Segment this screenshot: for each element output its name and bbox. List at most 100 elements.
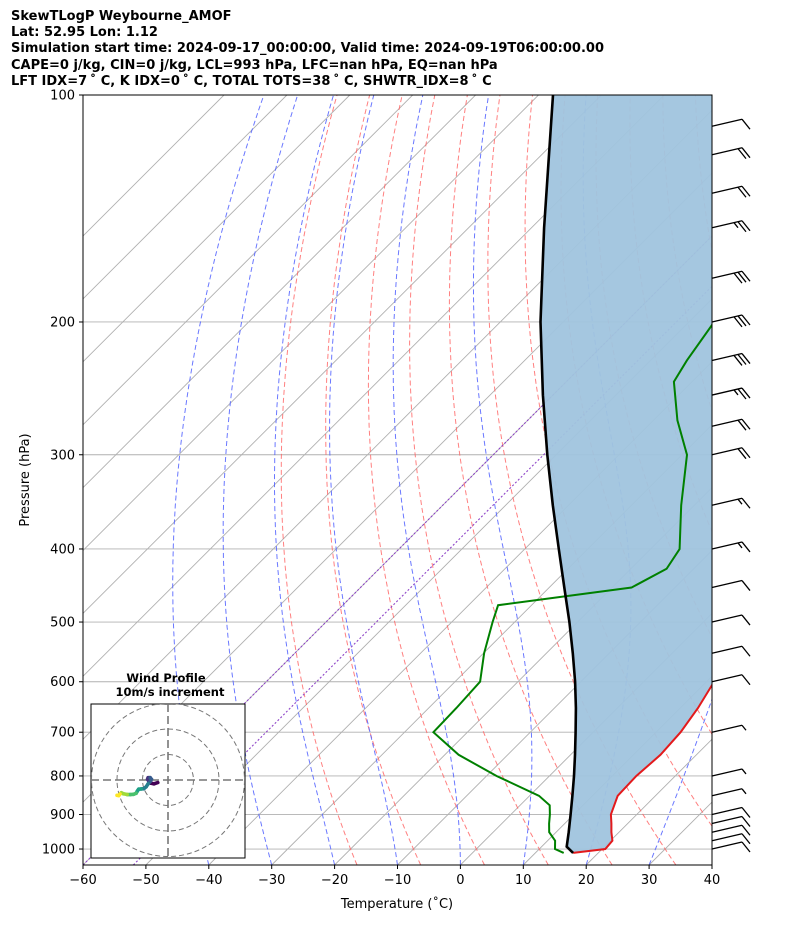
isotherm-line [334,486,712,865]
wind-barb-flag [737,448,747,460]
temperature-line [572,683,712,854]
x-tick-label: 40 [704,873,721,888]
wind-barb-flag [741,788,747,795]
cape-line: CAPE=0 j/kg, CIN=0 j/kg, LCL=993 hPa, LF… [11,57,498,73]
wind-barb-shaft [711,841,743,850]
wind-barb-flag [741,614,751,626]
x-tick-label: −20 [321,873,348,888]
wind-barb-shaft [711,220,743,229]
chart-header: SkewTLogP Weybourne_AMOF Lat: 52.95 Lon:… [11,9,604,90]
wind-barb-flag [741,497,751,509]
wind-barb-flag [741,147,751,159]
wind-barb-flag [733,272,743,284]
wind-barb-shaft [711,541,743,550]
wind-barb-flag [741,841,751,853]
isotherm-line [83,95,351,363]
dry-adiabat-line [727,78,794,865]
wind-barb-flag [733,316,743,328]
isotherm-line [83,95,602,615]
isotherm-line [83,95,539,552]
cape-shade [540,95,712,853]
wind-barb-flag [733,355,743,366]
wind-barb-flag [741,220,751,232]
wind-barb-shaft [711,788,743,797]
y-tick-label: 100 [50,89,75,104]
hodograph-content [91,704,245,858]
wind-barb-flag [741,541,751,553]
wind-barb-shaft [711,614,743,623]
isotherm-line [83,95,288,300]
y-tick-label: 1000 [42,843,75,858]
x-tick-label: 30 [641,873,658,888]
wind-barb-shaft [711,815,743,825]
wind-barbs [711,118,751,853]
mixing-ratio-line [132,285,712,865]
x-tick-label: −10 [384,873,411,888]
wind-barb-flag [737,542,743,549]
time-line: Simulation start time: 2024-09-17_00:00:… [11,41,604,57]
wind-barb-shaft [711,418,743,427]
wind-barb-flag [737,354,747,365]
wind-barb-flag [741,314,751,326]
wind-barb-flag [737,498,743,505]
wind-barb-flag [741,816,751,827]
isotherm-line [83,95,225,237]
moist-adiabat-line [472,95,533,865]
y-tick-label: 500 [50,616,75,631]
moist-adiabat-line [392,95,461,865]
moist-adiabat-line [222,95,299,865]
wind-barb-flag [737,315,747,327]
isotherm-line [145,298,712,865]
wind-barb-shaft [711,118,743,127]
wind-barb-shaft [711,724,743,733]
isotherm-line [711,864,712,865]
x-axis-ticks: −60 −50 −40 −30 −20 −10 0 10 20 30 40 [69,865,720,888]
y-axis-ticks: 100 200 300 400 500 600 700 800 900 1000 [42,89,83,858]
wind-barb-shaft [711,768,743,777]
wind-barb-flag [741,833,751,845]
wind-barb-shaft [711,185,743,194]
wind-barb-shaft [711,645,743,654]
y-tick-label: 800 [50,769,75,784]
wind-barb-shaft [711,314,743,323]
x-axis-label: Temperature (˚C) [340,896,453,912]
hodograph-subtitle: 10m/s increment [116,685,225,699]
wind-barb-shaft [711,579,743,589]
wind-barb-shaft [711,352,743,362]
wind-barb-flag [741,185,751,197]
wind-barb-flag [741,447,751,459]
wind-barb-flag [741,387,751,399]
wind-barb-flag [741,270,751,282]
wind-barb-shaft [711,447,743,456]
sounding-profiles [431,95,712,854]
wind-barb-shaft [711,824,743,833]
wind-barb-shaft [711,674,743,683]
wind-barb-flag [737,186,747,198]
wind-barb-shaft [711,806,743,816]
dry-adiabat-line [448,95,613,865]
x-tick-label: −60 [69,873,96,888]
x-tick-label: 10 [515,873,532,888]
wind-barb-flag [733,389,739,396]
isotherm-line [775,95,794,865]
wind-barb-shaft [711,387,743,396]
moist-adiabat-line [172,95,265,865]
wind-barb-flag [741,724,747,731]
x-tick-label: 0 [456,873,464,888]
wind-barb-shaft [711,497,743,506]
moist-adiabat-line [329,95,398,865]
location-line: Lat: 52.95 Lon: 1.12 [11,25,158,41]
x-tick-label: −40 [195,873,222,888]
moist-adiabat-line [274,95,336,865]
x-tick-label: −50 [132,873,159,888]
wind-barb-flag [737,388,747,400]
x-tick-label: −30 [258,873,285,888]
parcel-line [539,95,578,854]
wind-barb-flag [737,221,747,233]
wind-barb-flag [737,419,747,431]
wind-barb-flag [741,418,751,430]
y-tick-label: 400 [50,542,75,557]
y-tick-label: 700 [50,726,75,741]
wind-barb-shaft [711,270,743,279]
indices-line: LFT IDX=7 ˚ C, K IDX=0 ˚ C, TOTAL TOTS=3… [11,73,492,89]
